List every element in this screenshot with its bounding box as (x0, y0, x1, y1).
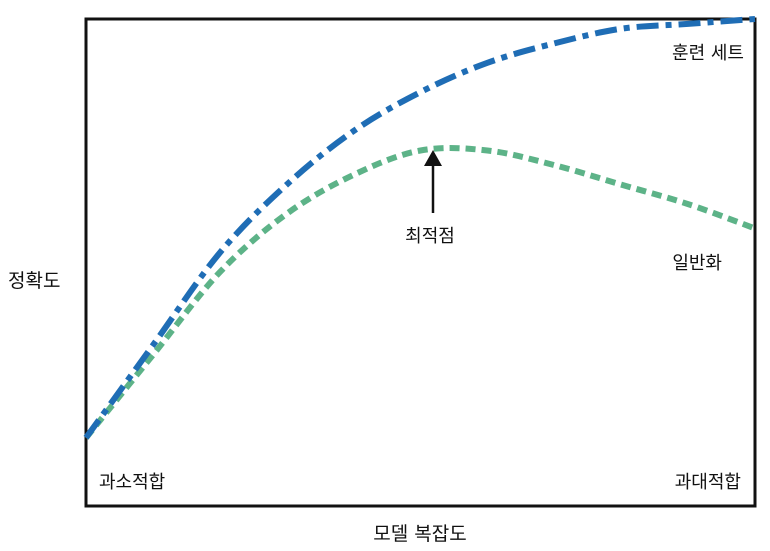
plot-frame (84, 17, 757, 508)
series-label-generalization: 일반화 (672, 253, 722, 274)
optimum-label: 최적점 (405, 226, 455, 247)
series-line-generalization (83, 145, 757, 440)
x-axis-title: 모델 복잡도 (373, 523, 466, 545)
optimum-arrow (424, 150, 442, 213)
underfit-label: 과소적합 (99, 472, 165, 493)
series-layer (83, 16, 757, 440)
overfit-label: 과대적합 (675, 472, 741, 493)
y-axis-title: 정확도 (8, 270, 60, 292)
series-label-train: 훈련 세트 (672, 43, 744, 64)
series-line-train (83, 16, 756, 440)
